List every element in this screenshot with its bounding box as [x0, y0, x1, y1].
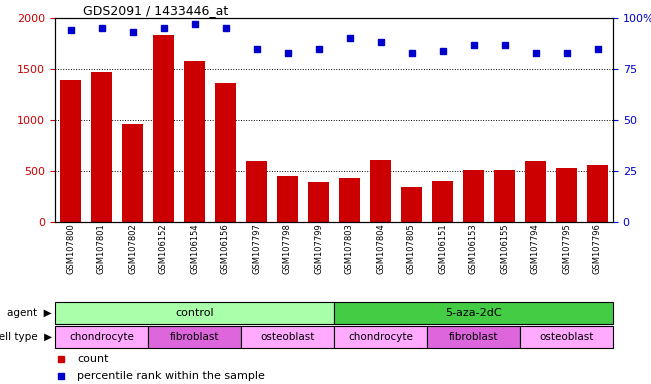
Text: 5-aza-2dC: 5-aza-2dC	[445, 308, 502, 318]
Bar	[339, 178, 359, 222]
Bar	[587, 165, 607, 222]
Bar	[184, 61, 204, 222]
Bar	[334, 302, 613, 324]
Bar	[122, 124, 143, 222]
Bar	[55, 326, 148, 348]
Bar	[334, 326, 427, 348]
Bar	[309, 182, 329, 222]
Bar	[61, 80, 81, 222]
Bar	[525, 161, 546, 222]
Bar	[494, 170, 514, 222]
Bar	[427, 326, 520, 348]
Bar	[215, 83, 236, 222]
Text: fibroblast: fibroblast	[170, 332, 219, 342]
Text: cell type  ▶: cell type ▶	[0, 332, 51, 342]
Bar	[247, 161, 266, 222]
Text: chondrocyte: chondrocyte	[69, 332, 134, 342]
Text: osteoblast: osteoblast	[539, 332, 594, 342]
Text: control: control	[175, 308, 214, 318]
Text: chondrocyte: chondrocyte	[348, 332, 413, 342]
Text: osteoblast: osteoblast	[260, 332, 314, 342]
Text: fibroblast: fibroblast	[449, 332, 498, 342]
Bar	[432, 181, 452, 222]
Bar	[557, 168, 577, 222]
Bar	[91, 72, 111, 222]
Bar	[55, 302, 334, 324]
Bar	[154, 35, 174, 222]
Bar	[241, 326, 334, 348]
Text: percentile rank within the sample: percentile rank within the sample	[77, 371, 265, 381]
Bar	[464, 170, 484, 222]
Text: GDS2091 / 1433446_at: GDS2091 / 1433446_at	[83, 4, 228, 17]
Text: count: count	[77, 354, 109, 364]
Bar	[148, 326, 241, 348]
Bar	[402, 187, 422, 222]
Bar	[520, 326, 613, 348]
Bar	[277, 176, 298, 222]
Text: agent  ▶: agent ▶	[7, 308, 51, 318]
Bar	[370, 160, 391, 222]
